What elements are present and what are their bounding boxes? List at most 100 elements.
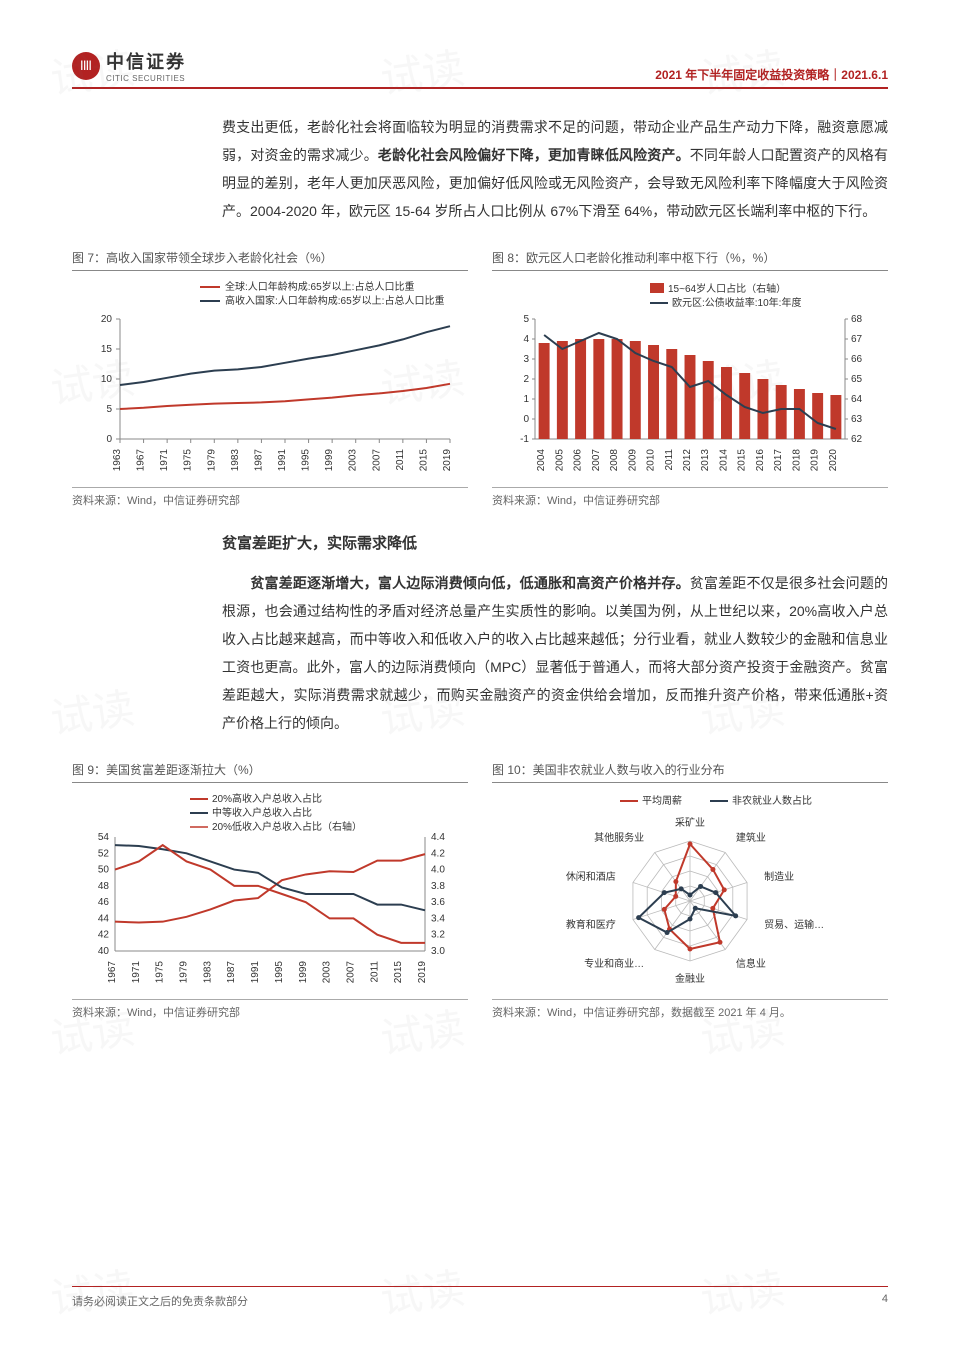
svg-text:2: 2 <box>523 374 529 385</box>
svg-text:68: 68 <box>851 314 863 325</box>
svg-text:1979: 1979 <box>179 961 190 984</box>
svg-text:2013: 2013 <box>700 449 711 472</box>
svg-text:制造业: 制造业 <box>764 870 794 883</box>
svg-text:2018: 2018 <box>791 449 802 472</box>
svg-text:2009: 2009 <box>627 449 638 472</box>
chart-9-svg: 20%高收入户总收入占比中等收入户总收入占比20%低收入户总收入占比（右轴） 40… <box>72 791 468 991</box>
svg-text:2012: 2012 <box>682 449 693 472</box>
paragraph-1: 费支出更低，老龄化社会将面临较为明显的消费需求不足的问题，带动企业产品生产动力下… <box>72 113 888 225</box>
svg-text:20%高收入户总收入占比: 20%高收入户总收入占比 <box>212 792 322 805</box>
svg-text:4: 4 <box>523 334 529 345</box>
page-header: |||| 中信证券 CITIC SECURITIES 2021 年下半年固定收益… <box>72 48 888 89</box>
svg-text:2014: 2014 <box>718 449 729 472</box>
chart-7-source: 资料来源：Wind，中信证券研究部 <box>72 487 468 508</box>
chart-9: 图 9：美国贫富差距逐渐拉大（%） 20%高收入户总收入占比中等收入户总收入占比… <box>72 761 468 1020</box>
svg-text:中等收入户总收入占比: 中等收入户总收入占比 <box>212 806 312 819</box>
svg-text:1987: 1987 <box>253 449 264 472</box>
footer-text: 请务必阅读正文之后的免责条款部分 <box>72 1293 248 1309</box>
svg-text:2010: 2010 <box>646 449 657 472</box>
svg-text:1987: 1987 <box>226 961 237 984</box>
svg-text:2011: 2011 <box>395 449 406 471</box>
svg-text:2016: 2016 <box>755 449 766 472</box>
svg-text:3.6: 3.6 <box>431 897 445 908</box>
svg-text:66: 66 <box>851 354 863 365</box>
section-2-title: 贫富差距扩大，实际需求降低 <box>222 532 888 553</box>
svg-text:3.0: 3.0 <box>431 946 445 957</box>
svg-text:52: 52 <box>98 848 110 859</box>
svg-text:1967: 1967 <box>136 449 147 472</box>
svg-text:64: 64 <box>851 394 863 405</box>
svg-text:3.2: 3.2 <box>431 930 445 941</box>
svg-text:5: 5 <box>106 404 112 415</box>
svg-text:1995: 1995 <box>301 449 312 472</box>
svg-text:1971: 1971 <box>131 961 142 984</box>
svg-text:2007: 2007 <box>345 961 356 984</box>
svg-text:1975: 1975 <box>155 961 166 984</box>
svg-text:2005: 2005 <box>554 449 565 472</box>
svg-text:采矿业: 采矿业 <box>675 816 705 829</box>
logo-text-en: CITIC SECURITIES <box>106 74 186 83</box>
svg-text:42: 42 <box>98 930 110 941</box>
page-footer: 请务必阅读正文之后的免责条款部分 4 <box>72 1286 888 1309</box>
svg-text:2007: 2007 <box>591 449 602 472</box>
svg-text:10: 10 <box>101 374 113 385</box>
charts-row-2: 图 9：美国贫富差距逐渐拉大（%） 20%高收入户总收入占比中等收入户总收入占比… <box>72 761 888 1020</box>
svg-text:5: 5 <box>523 314 529 325</box>
svg-text:50: 50 <box>98 865 110 876</box>
svg-text:2015: 2015 <box>418 449 429 472</box>
svg-text:1971: 1971 <box>159 449 170 472</box>
svg-text:20%低收入户总收入占比（右轴）: 20%低收入户总收入占比（右轴） <box>212 820 362 833</box>
svg-text:1979: 1979 <box>206 449 217 472</box>
svg-text:平均周薪: 平均周薪 <box>642 795 682 807</box>
chart-10-svg: 平均周薪非农就业人数占比采矿业建筑业制造业贸易、运输…信息业金融业专业和商业…教… <box>492 791 888 991</box>
svg-text:1967: 1967 <box>107 961 118 984</box>
svg-text:3: 3 <box>523 354 529 365</box>
svg-text:非农就业人数占比: 非农就业人数占比 <box>732 794 812 807</box>
svg-text:2008: 2008 <box>609 449 620 472</box>
svg-text:信息业: 信息业 <box>736 957 766 970</box>
svg-text:2015: 2015 <box>393 961 404 984</box>
svg-text:专业和商业…: 专业和商业… <box>584 957 644 970</box>
svg-text:2015: 2015 <box>737 449 748 472</box>
svg-text:1983: 1983 <box>230 449 241 472</box>
svg-text:40: 40 <box>98 946 110 957</box>
svg-text:1991: 1991 <box>250 961 261 984</box>
svg-text:2019: 2019 <box>417 961 428 984</box>
chart-7: 图 7：高收入国家带领全球步入老龄化社会（%） 全球:人口年龄构成:65岁以上:… <box>72 249 468 508</box>
svg-text:高收入国家:人口年龄构成:65岁以上:占总人口比重: 高收入国家:人口年龄构成:65岁以上:占总人口比重 <box>225 294 444 307</box>
svg-text:20: 20 <box>101 314 113 325</box>
header-title: 2021 年下半年固定收益投资策略｜2021.6.1 <box>655 66 888 83</box>
svg-text:2019: 2019 <box>810 449 821 472</box>
svg-text:1991: 1991 <box>277 449 288 472</box>
svg-text:0: 0 <box>523 414 529 425</box>
svg-text:63: 63 <box>851 414 863 425</box>
svg-text:2019: 2019 <box>442 449 453 472</box>
chart-8: 图 8：欧元区人口老龄化推动利率中枢下行（%，%） 15~64岁人口占比（右轴）… <box>492 249 888 508</box>
page-root: 试读 试读 试读 试读 试读 试读 试读 试读 试读 试读 试读 试读 试读 试… <box>0 0 960 1357</box>
svg-text:建筑业: 建筑业 <box>736 831 766 844</box>
svg-text:15: 15 <box>101 344 113 355</box>
chart-9-title: 图 9：美国贫富差距逐渐拉大（%） <box>72 761 468 783</box>
svg-text:2011: 2011 <box>369 961 380 983</box>
svg-text:4.0: 4.0 <box>431 865 445 876</box>
svg-text:休闲和酒店: 休闲和酒店 <box>566 870 616 883</box>
chart-7-title: 图 7：高收入国家带领全球步入老龄化社会（%） <box>72 249 468 271</box>
svg-text:15~64岁人口占比（右轴）: 15~64岁人口占比（右轴） <box>668 282 786 295</box>
svg-text:1975: 1975 <box>183 449 194 472</box>
svg-text:2003: 2003 <box>322 961 333 984</box>
paragraph-2: 贫富差距逐渐增大，富人边际消费倾向低，低通胀和高资产价格并存。贫富差距不仅是很多… <box>222 569 888 737</box>
svg-text:1995: 1995 <box>274 961 285 984</box>
chart-9-source: 资料来源：Wind，中信证券研究部 <box>72 999 468 1020</box>
charts-row-1: 图 7：高收入国家带领全球步入老龄化社会（%） 全球:人口年龄构成:65岁以上:… <box>72 249 888 508</box>
svg-text:0: 0 <box>106 434 112 445</box>
svg-text:2006: 2006 <box>573 449 584 472</box>
svg-text:2020: 2020 <box>828 449 839 472</box>
page-number: 4 <box>882 1293 888 1309</box>
svg-text:全球:人口年龄构成:65岁以上:占总人口比重: 全球:人口年龄构成:65岁以上:占总人口比重 <box>225 280 414 293</box>
svg-text:2017: 2017 <box>773 449 784 472</box>
svg-text:贸易、运输…: 贸易、运输… <box>764 918 824 931</box>
svg-text:1963: 1963 <box>112 449 123 472</box>
chart-7-svg: 全球:人口年龄构成:65岁以上:占总人口比重高收入国家:人口年龄构成:65岁以上… <box>72 279 468 479</box>
svg-text:3.8: 3.8 <box>431 881 445 892</box>
chart-8-source: 资料来源：Wind，中信证券研究部 <box>492 487 888 508</box>
